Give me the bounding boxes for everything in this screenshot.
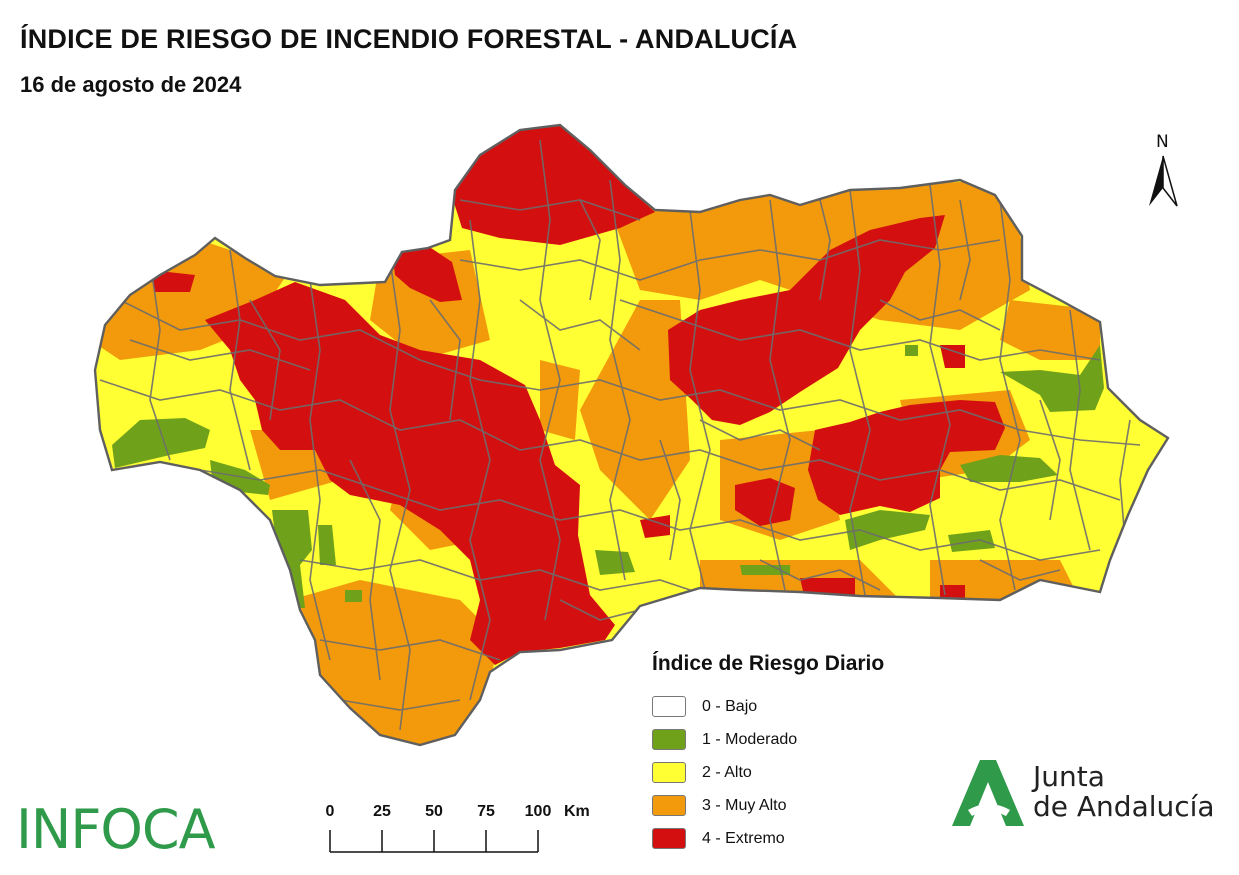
legend-label-bajo: 0 - Bajo [702,697,758,715]
north-label: N [1156,132,1169,152]
legend-swatch-muy-alto [652,795,686,816]
legend-item-bajo: 0 - Bajo [652,690,952,723]
legend-label-moderado: 1 - Moderado [702,730,798,748]
legend-label-muy-alto: 3 - Muy Alto [702,796,787,814]
legend-swatch-moderado [652,729,686,750]
scale-bar-graphic [329,830,539,853]
scale-bar: 0 25 50 75 100 Km [320,800,620,860]
legend-item-muy-alto: 3 - Muy Alto [652,789,952,822]
scale-unit: Km [564,803,590,820]
north-arrow: N [1146,132,1180,208]
legend-swatch-extremo [652,828,686,849]
legend: Índice de Riesgo Diario 0 - Bajo 1 - Mod… [652,652,952,855]
legend-label-extremo: 4 - Extremo [702,829,785,847]
legend-title: Índice de Riesgo Diario [652,652,885,675]
junta-line-1: Junta [1033,760,1105,793]
legend-item-extremo: 4 - Extremo [652,822,952,855]
map-title: ÍNDICE DE RIESGO DE INCENDIO FORESTAL - … [20,24,798,54]
infoca-logo: INFOCA [16,798,216,861]
legend-item-moderado: 1 - Moderado [652,723,952,756]
legend-swatch-alto [652,762,686,783]
scale-label-50: 50 [425,803,443,820]
scale-label-75: 75 [477,803,495,820]
north-arrow-icon [1149,155,1178,207]
scale-label-100: 100 [524,803,552,820]
junta-de-andalucia-logo-icon [952,760,1024,826]
junta-line-2: de Andalucía [1033,790,1215,823]
legend-label-alto: 2 - Alto [702,763,752,781]
scale-label-0: 0 [325,803,335,820]
map-date: 16 de agosto de 2024 [20,72,242,97]
legend-swatch-bajo [652,696,686,717]
legend-item-alto: 2 - Alto [652,756,952,789]
junta-de-andalucia-wordmark: Junta de Andalucía [1033,762,1215,822]
scale-label-25: 25 [373,803,391,820]
